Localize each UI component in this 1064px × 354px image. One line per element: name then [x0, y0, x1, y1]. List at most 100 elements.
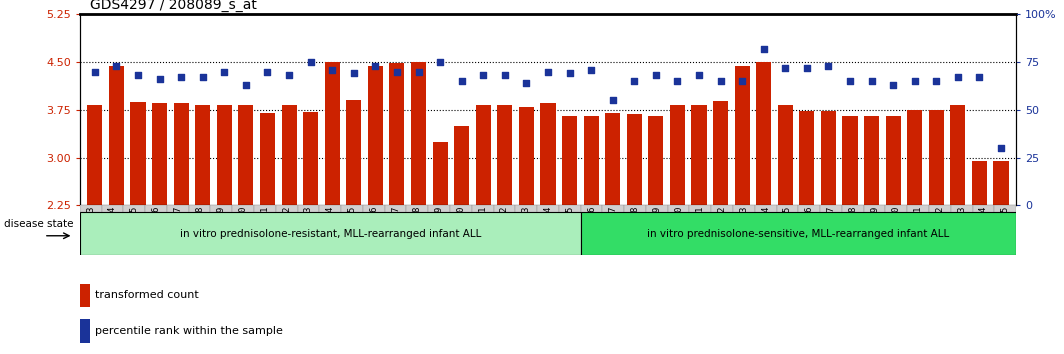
Text: GSM816394: GSM816394	[107, 206, 117, 254]
Bar	[885, 116, 901, 349]
Text: GSM816410: GSM816410	[456, 206, 465, 254]
Point	[884, 82, 901, 88]
Bar	[754, 205, 777, 212]
Point	[733, 78, 750, 84]
Bar	[625, 205, 646, 212]
Bar	[232, 205, 254, 212]
Bar	[433, 142, 448, 349]
Bar	[363, 205, 385, 212]
Point	[755, 46, 772, 51]
Point	[949, 74, 966, 80]
Text: GSM816427: GSM816427	[827, 206, 835, 254]
Bar	[843, 116, 858, 349]
Bar	[885, 205, 908, 212]
Text: GSM816401: GSM816401	[261, 206, 269, 254]
Bar	[454, 126, 469, 349]
Bar	[145, 205, 167, 212]
Bar	[605, 113, 620, 349]
Bar	[450, 205, 471, 212]
Bar	[713, 102, 728, 349]
Bar	[689, 205, 711, 212]
Point	[107, 63, 124, 69]
Text: GSM816402: GSM816402	[282, 206, 292, 254]
Text: transformed count: transformed count	[95, 290, 199, 301]
Text: percentile rank within the sample: percentile rank within the sample	[95, 326, 283, 336]
Bar	[950, 105, 965, 349]
Point	[323, 67, 340, 73]
Bar	[80, 212, 581, 255]
Point	[647, 73, 664, 78]
Point	[626, 78, 643, 84]
Bar	[820, 205, 842, 212]
Text: GSM816429: GSM816429	[870, 206, 879, 254]
Bar	[711, 205, 733, 212]
Bar	[173, 103, 188, 349]
Text: GSM816419: GSM816419	[652, 206, 662, 254]
Point	[669, 78, 686, 84]
Text: GSM816398: GSM816398	[195, 206, 204, 254]
Bar	[346, 100, 362, 349]
Text: GSM816395: GSM816395	[130, 206, 138, 254]
Text: GSM816421: GSM816421	[696, 206, 704, 254]
Bar	[385, 205, 406, 212]
Bar	[101, 205, 123, 212]
Bar	[670, 105, 685, 349]
Bar	[123, 205, 145, 212]
Bar	[541, 103, 555, 349]
Point	[561, 70, 578, 76]
Bar	[519, 107, 534, 349]
Point	[496, 73, 513, 78]
Point	[475, 73, 492, 78]
Bar	[778, 105, 793, 349]
Point	[237, 82, 254, 88]
Bar	[276, 205, 298, 212]
Bar	[559, 205, 581, 212]
Bar	[820, 111, 836, 349]
Text: GSM816412: GSM816412	[500, 206, 509, 254]
Text: GSM816407: GSM816407	[392, 206, 400, 254]
Text: GSM816418: GSM816418	[631, 206, 639, 254]
Bar	[734, 67, 750, 349]
Text: GSM816400: GSM816400	[238, 206, 248, 254]
Point	[777, 65, 794, 70]
Text: disease state: disease state	[4, 219, 73, 229]
Bar	[581, 205, 602, 212]
Bar	[929, 205, 951, 212]
Point	[842, 78, 859, 84]
Point	[388, 69, 405, 74]
Text: GSM816405: GSM816405	[348, 206, 356, 254]
Bar	[562, 116, 577, 349]
Bar	[282, 105, 297, 349]
Bar	[87, 105, 102, 349]
Bar	[406, 205, 428, 212]
Point	[195, 74, 212, 80]
Point	[712, 78, 729, 84]
Point	[172, 74, 189, 80]
Text: GSM816431: GSM816431	[914, 206, 922, 254]
Bar	[971, 161, 987, 349]
Bar	[303, 112, 318, 349]
Point	[410, 69, 427, 74]
Point	[216, 69, 233, 74]
Bar	[602, 205, 625, 212]
Bar	[799, 111, 814, 349]
Text: GSM816411: GSM816411	[478, 206, 487, 254]
Bar	[864, 205, 885, 212]
Text: GSM816414: GSM816414	[544, 206, 552, 254]
Text: GSM816413: GSM816413	[521, 206, 531, 254]
Bar	[583, 116, 599, 349]
Text: GSM816420: GSM816420	[675, 206, 683, 254]
Point	[798, 65, 815, 70]
Bar	[515, 205, 537, 212]
Bar	[908, 110, 922, 349]
Point	[863, 78, 880, 84]
Bar	[646, 205, 668, 212]
Bar	[411, 62, 426, 349]
Text: GSM816408: GSM816408	[413, 206, 421, 254]
Bar	[494, 205, 515, 212]
Text: GSM816430: GSM816430	[892, 206, 901, 254]
Text: GSM816415: GSM816415	[565, 206, 575, 254]
Point	[907, 78, 924, 84]
Text: GSM816404: GSM816404	[326, 206, 335, 254]
Bar	[668, 205, 689, 212]
